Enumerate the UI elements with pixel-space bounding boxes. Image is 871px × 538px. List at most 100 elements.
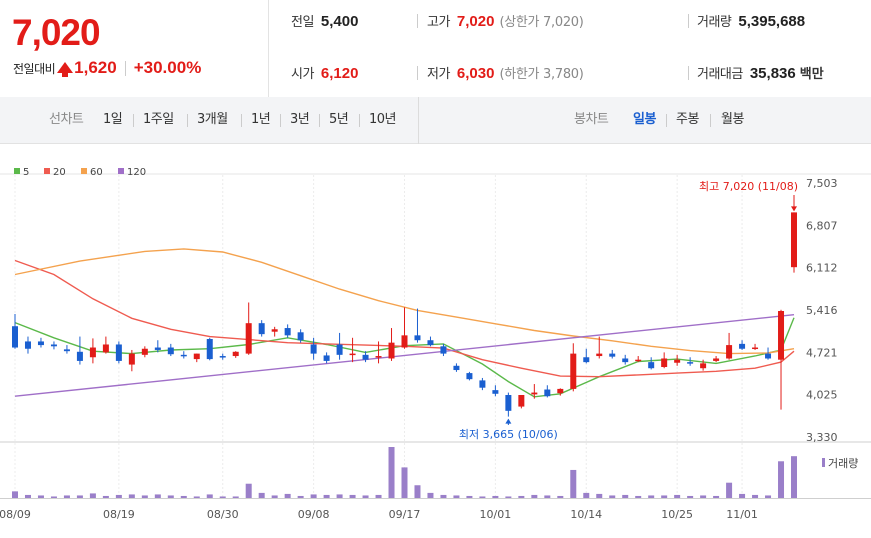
volume-bar [687,495,694,498]
volume-bar [531,494,538,498]
volume-bar [544,495,551,498]
volume-bar [596,493,603,498]
candle-body [466,373,473,380]
volume-bar [791,456,797,498]
volume-bar [622,494,629,498]
candle-body [206,339,213,360]
candle-body [583,357,590,363]
candle-body [700,363,707,369]
period-divider [710,114,711,127]
candle-body [141,348,148,355]
volume-bar [297,495,304,498]
candle-body [570,353,577,389]
y-tick-label: 3,330 [806,431,838,444]
current-price: 7,020 [12,12,101,53]
stat-divider [417,66,418,80]
candle-body [258,323,265,335]
volume-bar [700,495,707,498]
candle-body [687,362,694,364]
candle-body [752,347,759,350]
candle-body [37,341,44,346]
candle-chart-label: 봉차트 [574,112,609,127]
volume-legend-swatch [822,458,825,467]
volume-bar [492,495,499,498]
period-3y[interactable]: 3년 [290,112,310,127]
volume-bar [76,495,83,498]
volume-bar [739,493,746,498]
period-divider [666,114,667,127]
volume-bar [349,494,356,498]
period-1w[interactable]: 1주일 [143,112,174,127]
volume-bar [557,495,564,498]
period-divider [241,114,242,127]
period-10y[interactable]: 10년 [369,112,397,127]
period-1y[interactable]: 1년 [251,112,271,127]
candle-body [739,343,746,349]
period-3m[interactable]: 3개월 [197,112,228,127]
period-divider [133,114,134,127]
volume-bar [375,494,382,498]
candle-body [635,359,642,362]
volume-bar [609,495,616,498]
candle-body [427,340,434,346]
y-tick-label: 5,416 [806,304,838,317]
volume-bar [24,494,31,498]
volume-bar [388,447,395,498]
candle-body [297,332,304,341]
candle-body [310,344,317,354]
volume-bar [284,493,291,498]
volume-bar [453,495,460,498]
candle-monthly[interactable]: 월봉 [721,112,744,127]
candle-body [726,345,733,359]
high-arrow-icon [791,206,797,212]
candle-body [154,347,161,350]
candle-body [63,349,70,352]
stat-label: 거래대금 [697,67,743,82]
candle-body [557,388,564,394]
high-annotation: 최고 7,020 (11/08) [699,180,798,193]
candle-body [596,353,603,357]
candle-body [440,346,447,354]
volume-bar [245,483,252,498]
low-annotation: 최저 3,665 (10/06) [459,428,558,441]
candle-body [518,395,525,407]
candle-body [531,392,538,395]
volume-bar [115,494,122,498]
up-arrow-icon [57,61,74,77]
stat-value: 6,120 [320,65,359,82]
candle-weekly[interactable]: 주봉 [676,112,699,127]
stat-sub: (하한가 3,780) [499,67,584,82]
volume-bar [89,493,96,498]
daily-candle-chart[interactable]: 08/09 08/19 08/30 09/08 09/17 10/01 10/14 10/25… [0,155,871,538]
ma-line-60 [14,248,795,355]
volume-bar [505,496,512,498]
x-tick-label: 08/19 [103,508,135,521]
change-label: 전일대비 [13,61,56,76]
legend-swatch [118,168,124,174]
candle-body [219,356,226,358]
volume-bar [167,495,174,498]
y-tick-label: 6,112 [806,262,838,275]
stat-volume: 거래량 5,395,688 [697,11,805,30]
volume-bar [466,495,473,498]
volume-bar [362,495,369,498]
candle-body [414,335,421,341]
volume-bar [323,494,330,498]
candle-daily[interactable]: 일봉 [633,112,656,127]
volume-bar [570,469,577,498]
candle-body [492,390,499,394]
volume-bar [583,492,590,498]
x-tick-label: 10/25 [661,508,693,521]
stat-amount: 거래대금 35,836 백만 [697,63,824,82]
candle-body [50,344,57,347]
stat-sub: (상한가 7,020) [499,15,584,30]
volume-legend-label: 거래량 [828,457,858,470]
candle-body [115,344,122,361]
period-1d[interactable]: 1일 [103,112,123,127]
legend-swatch [44,168,50,174]
period-5y[interactable]: 5년 [329,112,349,127]
candle-body [674,359,681,363]
volume-bar [50,496,57,498]
y-tick-label: 4,025 [806,389,838,402]
price-stats: 전일 5,400 고가 7,020 (상한가 7,020) 거래량 5,395,… [268,0,871,97]
